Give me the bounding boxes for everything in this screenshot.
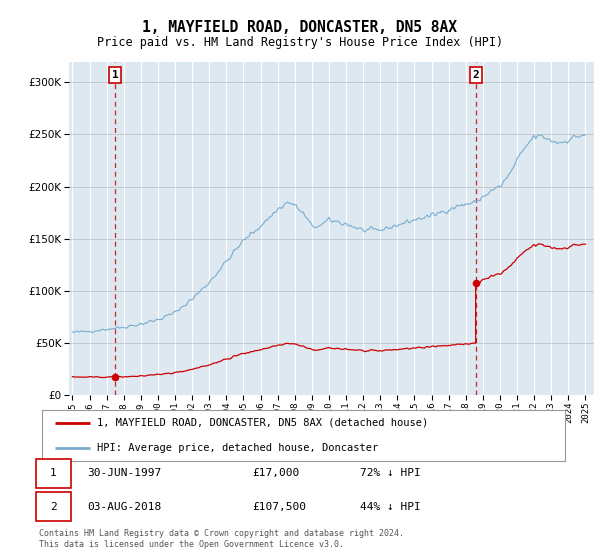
FancyBboxPatch shape xyxy=(42,410,565,461)
Text: 72% ↓ HPI: 72% ↓ HPI xyxy=(360,468,421,478)
Text: HPI: Average price, detached house, Doncaster: HPI: Average price, detached house, Donc… xyxy=(97,443,379,453)
Text: 03-AUG-2018: 03-AUG-2018 xyxy=(87,502,161,512)
Text: 1: 1 xyxy=(50,468,57,478)
Text: Contains HM Land Registry data © Crown copyright and database right 2024.
This d: Contains HM Land Registry data © Crown c… xyxy=(39,529,404,549)
Text: £17,000: £17,000 xyxy=(252,468,299,478)
Text: 1, MAYFIELD ROAD, DONCASTER, DN5 8AX (detached house): 1, MAYFIELD ROAD, DONCASTER, DN5 8AX (de… xyxy=(97,418,428,428)
Text: 44% ↓ HPI: 44% ↓ HPI xyxy=(360,502,421,512)
Text: 1, MAYFIELD ROAD, DONCASTER, DN5 8AX: 1, MAYFIELD ROAD, DONCASTER, DN5 8AX xyxy=(143,20,458,35)
Text: 2: 2 xyxy=(472,70,479,80)
Text: Price paid vs. HM Land Registry's House Price Index (HPI): Price paid vs. HM Land Registry's House … xyxy=(97,36,503,49)
Text: 1: 1 xyxy=(112,70,119,80)
Text: £107,500: £107,500 xyxy=(252,502,306,512)
Text: 30-JUN-1997: 30-JUN-1997 xyxy=(87,468,161,478)
Text: 2: 2 xyxy=(50,502,57,512)
